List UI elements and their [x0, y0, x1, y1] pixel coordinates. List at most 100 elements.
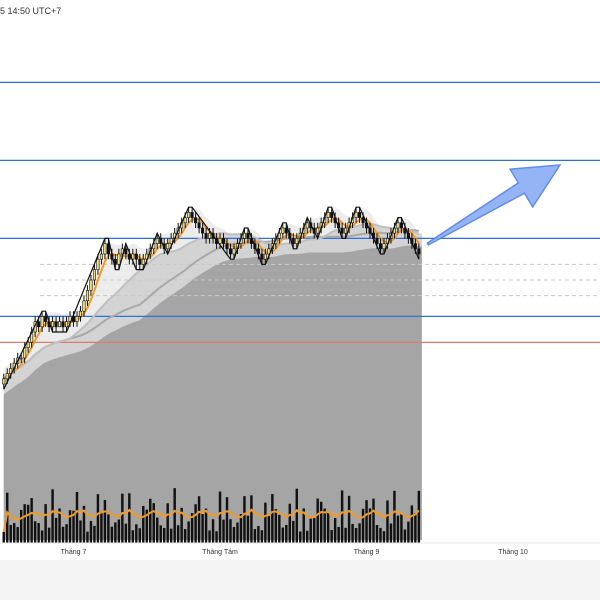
volume-bar	[253, 529, 257, 543]
volume-bar	[142, 505, 145, 543]
volume-bar	[75, 491, 79, 543]
volume-bar	[312, 517, 316, 543]
volume-bar	[93, 525, 96, 543]
candle-body	[155, 238, 159, 244]
candle-body	[246, 232, 250, 239]
candle-body	[361, 217, 365, 224]
volume-bars	[2, 488, 421, 543]
volume-bar	[107, 514, 110, 543]
volume-bar	[250, 495, 253, 543]
candle-body	[277, 232, 281, 239]
volume-bar	[138, 528, 142, 543]
volume-bar	[37, 523, 40, 543]
candle-body	[75, 316, 79, 322]
candle-body	[403, 227, 407, 234]
volume-bar	[33, 521, 37, 543]
volume-bar	[40, 530, 44, 543]
volume-bar	[225, 497, 229, 543]
volume-bar	[117, 519, 121, 543]
candle-body	[141, 258, 145, 265]
volume-bar	[400, 513, 403, 543]
candle-body	[92, 269, 96, 281]
volume-bar	[208, 530, 211, 543]
volume-bar	[23, 504, 26, 543]
volume-bar	[264, 502, 267, 543]
volume-bar	[61, 526, 65, 543]
volume-bar	[26, 504, 30, 543]
x-tick-label: Tháng 9	[354, 549, 380, 556]
volume-bar	[79, 520, 82, 543]
candle-body	[166, 243, 170, 250]
candle-body	[190, 212, 194, 218]
volume-bar	[372, 498, 375, 543]
candlestick-chart[interactable]: Tháng 7 Tháng Tám Tháng 9 Tháng 10	[0, 0, 600, 560]
volume-bar	[169, 528, 173, 543]
volume-bar	[295, 488, 298, 543]
candle-body	[399, 222, 403, 229]
volume-ma-line	[2, 508, 420, 533]
volume-bar	[176, 525, 180, 543]
candle-body	[169, 238, 173, 244]
zigzag-pattern[interactable]	[3, 206, 420, 390]
volume-bar	[333, 518, 337, 543]
volume-bar	[347, 495, 351, 543]
volume-bar	[44, 504, 47, 543]
volume-bar	[403, 529, 407, 543]
volume-bar	[365, 500, 368, 543]
volume-bar	[86, 531, 89, 543]
volume-bar	[204, 508, 208, 543]
volume-bar	[149, 498, 152, 543]
volume-bar	[326, 512, 330, 543]
candle-body	[263, 253, 267, 260]
volume-bar	[65, 524, 68, 543]
candle-body	[103, 243, 107, 255]
candle-body	[260, 253, 264, 260]
volume-bar	[393, 490, 396, 543]
candle-body	[340, 227, 344, 234]
volume-bar	[229, 519, 232, 543]
candle-body	[221, 238, 226, 244]
volume-bar	[82, 505, 86, 543]
volume-bar	[417, 490, 421, 543]
candle-body	[208, 232, 212, 239]
volume-bar	[337, 526, 340, 543]
candle-body	[201, 227, 205, 234]
volume-bar	[103, 499, 107, 543]
x-tick-label: Tháng 10	[498, 549, 528, 556]
candle-body	[232, 248, 236, 255]
volume-bar	[218, 491, 222, 543]
ma-long-line	[3, 229, 420, 380]
volume-bar	[194, 504, 197, 543]
candle-body	[187, 212, 191, 218]
volume-bar	[257, 526, 260, 543]
volume-bar	[386, 500, 389, 543]
volume-bar	[197, 496, 201, 543]
volume-bar	[68, 510, 72, 543]
candle-body	[37, 321, 41, 328]
volume-bar	[47, 527, 51, 543]
volume-bar	[292, 520, 295, 543]
candle-body	[51, 321, 55, 328]
volume-bar	[260, 530, 264, 543]
volume-bar	[173, 488, 176, 543]
volume-bar	[306, 530, 309, 543]
candle-body	[96, 258, 100, 270]
trend-arrow[interactable]	[426, 164, 562, 246]
candle-body	[358, 212, 362, 218]
volume-bar	[211, 519, 215, 543]
candle-body	[291, 238, 295, 244]
candle-body	[9, 368, 13, 374]
volume-bar	[128, 493, 131, 543]
volume-bar	[51, 489, 54, 543]
volume-bar	[131, 530, 135, 543]
volume-bar	[410, 505, 414, 543]
candle-body	[106, 243, 110, 255]
volume-bar	[274, 509, 278, 543]
volume-bar	[159, 525, 162, 543]
volume-bar	[288, 503, 292, 543]
volume-bar	[389, 523, 393, 543]
volume-bar	[135, 524, 138, 543]
volume-bar	[414, 513, 417, 543]
candle-body	[284, 227, 288, 234]
candle-body	[89, 279, 93, 291]
